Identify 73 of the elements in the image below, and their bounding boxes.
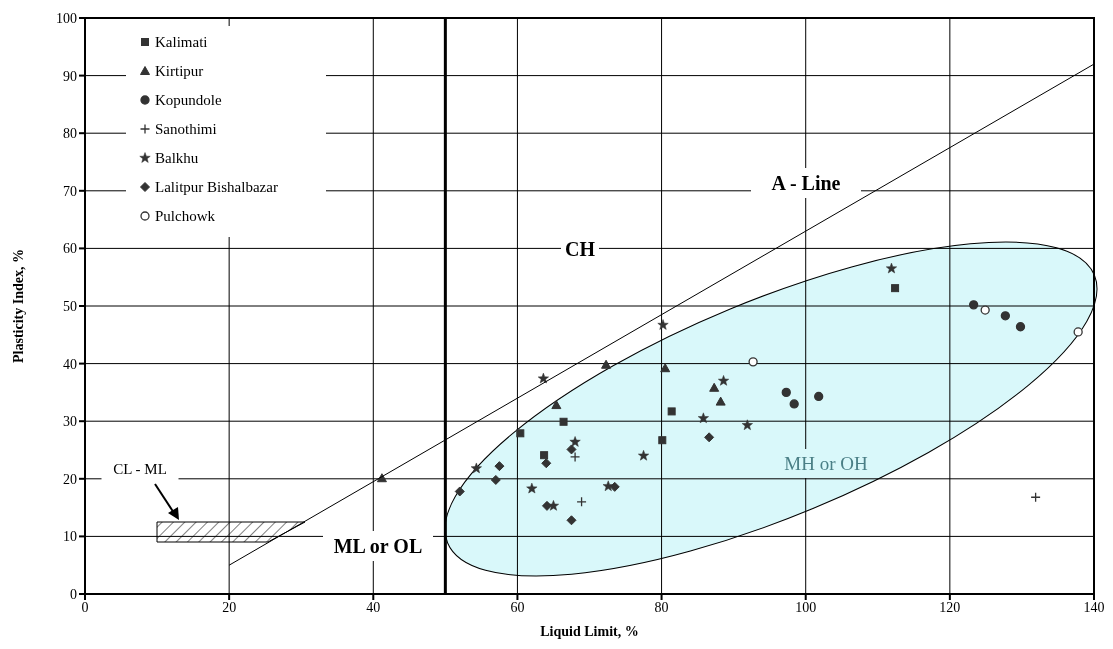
point <box>781 387 791 398</box>
point <box>540 451 549 460</box>
y-tick-label: 10 <box>63 529 77 545</box>
x-axis-title: Liquid Limit, % <box>540 624 639 639</box>
x-tick-label: 40 <box>366 599 381 615</box>
legend-label: Kalimati <box>155 34 208 50</box>
point <box>526 482 538 494</box>
point <box>1073 327 1083 337</box>
point <box>658 436 667 445</box>
point <box>814 391 824 402</box>
point <box>704 432 715 443</box>
point <box>660 363 671 373</box>
x-tick-label: 120 <box>939 599 961 615</box>
point <box>886 262 897 274</box>
point <box>980 305 990 315</box>
y-tick-label: 90 <box>63 68 77 84</box>
point <box>657 319 669 330</box>
point <box>741 419 753 430</box>
point <box>516 429 525 438</box>
point <box>541 500 552 511</box>
legend-label: Lalitpur Bishalbazar <box>155 179 278 195</box>
x-tick-label: 20 <box>222 599 237 615</box>
point <box>748 357 758 367</box>
point <box>789 399 799 409</box>
point <box>541 458 552 469</box>
point <box>609 481 620 492</box>
point <box>490 474 501 485</box>
y-tick-label: 80 <box>63 126 77 142</box>
point <box>667 407 676 416</box>
point <box>569 436 581 447</box>
y-tick-label: 50 <box>63 298 77 314</box>
legend-label: Balkhu <box>155 150 199 166</box>
point <box>891 284 900 293</box>
x-tick-label: 140 <box>1083 599 1105 615</box>
point <box>454 486 465 497</box>
y-tick-label: 100 <box>56 10 77 26</box>
annotation: ML or OL <box>333 535 423 557</box>
y-tick-label: 30 <box>63 414 77 430</box>
point <box>537 372 549 384</box>
annotation: MH or OH <box>784 453 868 474</box>
x-tick-label: 100 <box>795 599 817 615</box>
point <box>715 396 726 406</box>
x-tick-label: 60 <box>510 599 525 615</box>
legend-label: Kirtipur <box>155 63 204 79</box>
point <box>494 461 505 472</box>
y-tick-label: 20 <box>63 471 77 487</box>
point <box>638 450 650 461</box>
point <box>566 515 577 526</box>
y-tick-label: 40 <box>63 356 77 372</box>
y-axis-title: Plasticity Index, % <box>10 249 26 363</box>
x-tick-label: 0 <box>81 599 89 615</box>
annotation: CH <box>565 238 596 260</box>
y-tick-label: 0 <box>70 586 77 602</box>
legend-label: Sanothimi <box>155 121 217 137</box>
legend-label: Kopundole <box>155 92 222 108</box>
point <box>601 359 612 369</box>
point <box>569 451 581 463</box>
legend-label: Pulchowk <box>155 208 216 224</box>
y-tick-label: 70 <box>63 183 77 199</box>
point <box>1000 311 1010 321</box>
point <box>968 300 979 310</box>
annotation: A - Line <box>771 172 841 194</box>
y-tick-label: 60 <box>63 241 77 257</box>
point <box>709 382 720 392</box>
point <box>697 412 709 424</box>
point <box>551 400 562 410</box>
point <box>559 417 568 426</box>
point <box>566 444 577 455</box>
point <box>718 375 730 386</box>
point <box>470 462 482 474</box>
annotation: CL - ML <box>113 461 167 477</box>
point <box>1015 322 1026 332</box>
x-tick-label: 80 <box>654 599 669 615</box>
